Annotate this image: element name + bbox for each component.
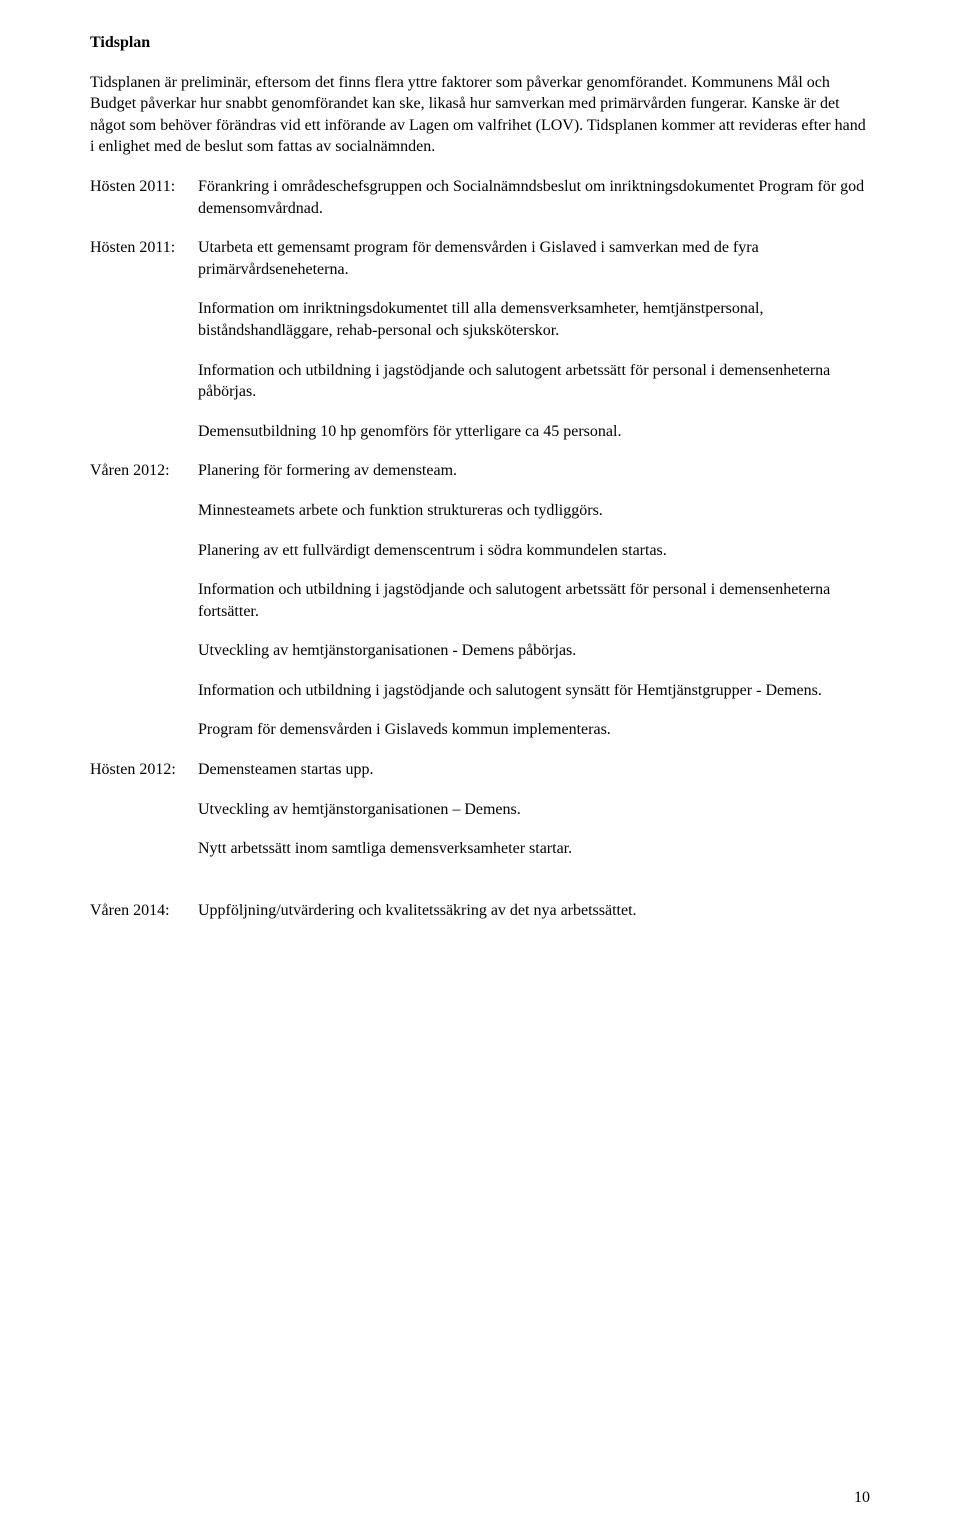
timeline-item: Förankring i områdeschefsgruppen och Soc… [198, 176, 870, 219]
timeline-body: Demensteamen startas upp. Utveckling av h… [198, 759, 870, 860]
timeline-item: Utveckling av hemtjänstorganisationen - … [198, 640, 870, 662]
page-number: 10 [854, 1487, 870, 1509]
timeline-item: Information och utbildning i jagstödjand… [198, 579, 870, 622]
timeline-label: Våren 2012: [90, 460, 198, 482]
intro-paragraph: Tidsplanen är preliminär, eftersom det f… [90, 72, 870, 158]
timeline-body: Planering för formering av demensteam. Mi… [198, 460, 870, 741]
timeline-item: Planering för formering av demensteam. [198, 460, 870, 482]
timeline-item: Nytt arbetssätt inom samtliga demensverk… [198, 838, 870, 860]
timeline-row: Hösten 2012:Demensteamen startas upp. Utv… [90, 759, 870, 860]
timeline-item: Information och utbildning i jagstödjand… [198, 360, 870, 403]
timeline-item: Demensutbildning 10 hp genomförs för ytt… [198, 421, 870, 443]
timeline-item: Information och utbildning i jagstödjand… [198, 680, 870, 702]
timeline-row: Våren 2014:Uppföljning/utvärdering och k… [90, 900, 870, 922]
timeline-label: Våren 2014: [90, 900, 198, 922]
timeline-item: Utarbeta ett gemensamt program för demen… [198, 237, 870, 280]
timeline-item: Minnesteamets arbete och funktion strukt… [198, 500, 870, 522]
timeline-row: Hösten 2011:Utarbeta ett gemensamt progr… [90, 237, 870, 442]
timeline-item: Planering av ett fullvärdigt demenscentr… [198, 540, 870, 562]
timeline-body: Uppföljning/utvärdering och kvalitetssäk… [198, 900, 870, 922]
timeline-body: Förankring i områdeschefsgruppen och Soc… [198, 176, 870, 219]
timeline-row: Våren 2012:Planering för formering av de… [90, 460, 870, 741]
timeline-item: Utveckling av hemtjänstorganisationen – … [198, 799, 870, 821]
timeline-item: Program för demensvården i Gislaveds kom… [198, 719, 870, 741]
timeline-container: Hösten 2011:Förankring i områdeschefsgru… [90, 176, 870, 921]
timeline-label: Hösten 2011: [90, 237, 198, 259]
timeline-body: Utarbeta ett gemensamt program för demen… [198, 237, 870, 442]
timeline-label: Hösten 2011: [90, 176, 198, 198]
timeline-item: Information om inriktningsdokumentet til… [198, 298, 870, 341]
timeline-row: Hösten 2011:Förankring i områdeschefsgru… [90, 176, 870, 219]
timeline-label: Hösten 2012: [90, 759, 198, 781]
section-heading: Tidsplan [90, 32, 870, 54]
timeline-item: Demensteamen startas upp. [198, 759, 870, 781]
timeline-item: Uppföljning/utvärdering och kvalitetssäk… [198, 900, 870, 922]
